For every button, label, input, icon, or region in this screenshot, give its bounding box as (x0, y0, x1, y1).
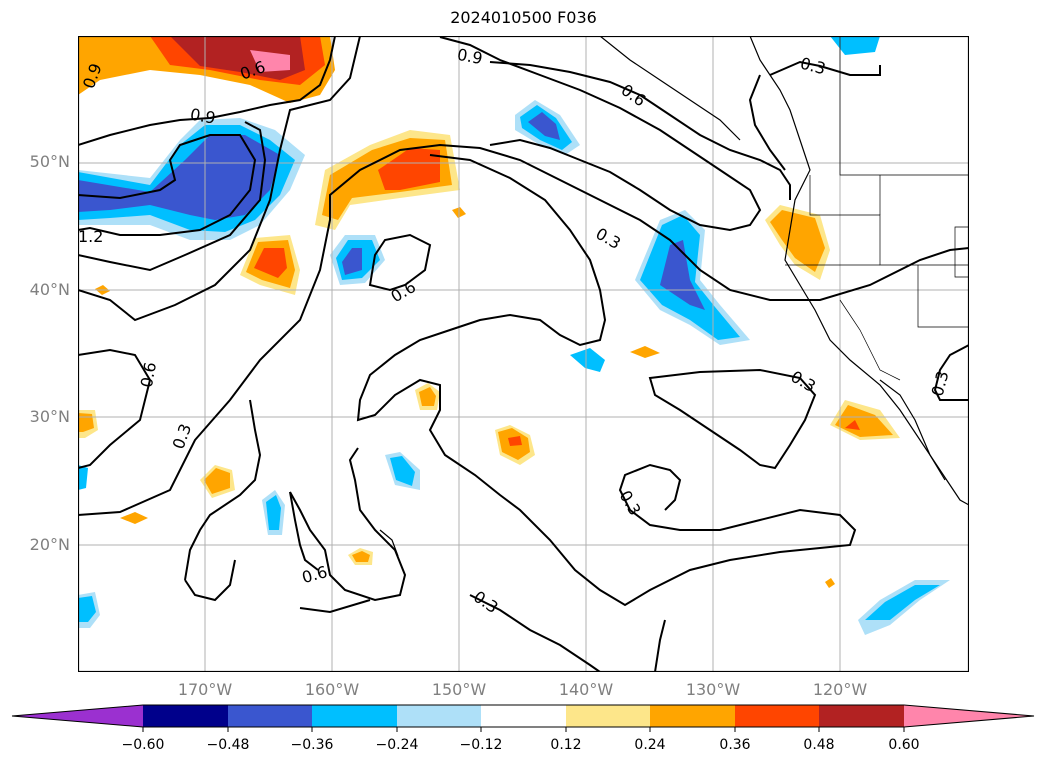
colorbar-tick: 0.36 (719, 737, 751, 753)
colorbar-segment (397, 705, 481, 727)
colorbar-tick: 0.24 (634, 737, 666, 753)
contour-label: 0.3 (928, 369, 953, 399)
lon-label-140w: 140°W (558, 680, 614, 699)
colorbar-segment (481, 705, 566, 727)
lon-label-150w: 150°W (431, 680, 487, 699)
contour-lines (78, 36, 969, 672)
colorbar-tick: −0.36 (290, 737, 334, 753)
colorbar-segment (819, 705, 904, 727)
colorbar-segment (566, 705, 650, 727)
contour-label: 0.3 (593, 224, 625, 253)
state-borders (785, 36, 969, 381)
lat-label-20n: 20°N (29, 535, 70, 554)
colorbar (11, 704, 1035, 732)
lat-label-30n: 30°N (29, 407, 70, 426)
colorbar-segment (650, 705, 735, 727)
colorbar-segment (143, 705, 228, 727)
lat-label-50n: 50°N (29, 152, 70, 171)
contour-label: 0.9 (189, 105, 217, 128)
colorbar-tick: 0.48 (803, 737, 835, 753)
colorbar-segment (735, 705, 819, 727)
colorbar-extend-low (12, 705, 143, 727)
lon-label-160w: 160°W (304, 680, 360, 699)
colorbar-extend-high (904, 705, 1034, 727)
lon-label-130w: 130°W (685, 680, 741, 699)
contour-label: 0.6 (618, 80, 650, 110)
colorbar-segment (312, 705, 397, 727)
colorbar-tick: −0.48 (206, 737, 250, 753)
grid-lines (78, 36, 969, 672)
colorbar-tick: −0.24 (375, 737, 419, 753)
colorbar-tick: −0.60 (121, 737, 165, 753)
lon-label-170w: 170°W (177, 680, 233, 699)
contour-label: 0.3 (798, 53, 828, 78)
contour-label: 0.3 (470, 587, 502, 617)
contour-label: 0.3 (788, 367, 820, 396)
coastlines (379, 36, 969, 557)
colorbar-tick: −0.12 (459, 737, 503, 753)
lat-label-40n: 40°N (29, 280, 70, 299)
colorbar-segment (228, 705, 312, 727)
lon-label-120w: 120°W (812, 680, 868, 699)
map-title: 2024010500 F036 (450, 8, 597, 27)
contour-label: 0.6 (388, 277, 420, 306)
colorbar-tick: 0.12 (550, 737, 582, 753)
anomaly-fills (78, 36, 950, 635)
contour-label: 0.9 (456, 45, 484, 68)
contour-label: 0.6 (300, 562, 330, 587)
contour-label: 0.6 (137, 361, 160, 389)
contour-label: 1.2 (78, 227, 103, 246)
map-plot: 0.9 0.6 0.9 0.3 0.6 0.9 1.2 0.3 0.6 0.6 … (78, 36, 969, 672)
colorbar-tick: 0.60 (888, 737, 920, 753)
